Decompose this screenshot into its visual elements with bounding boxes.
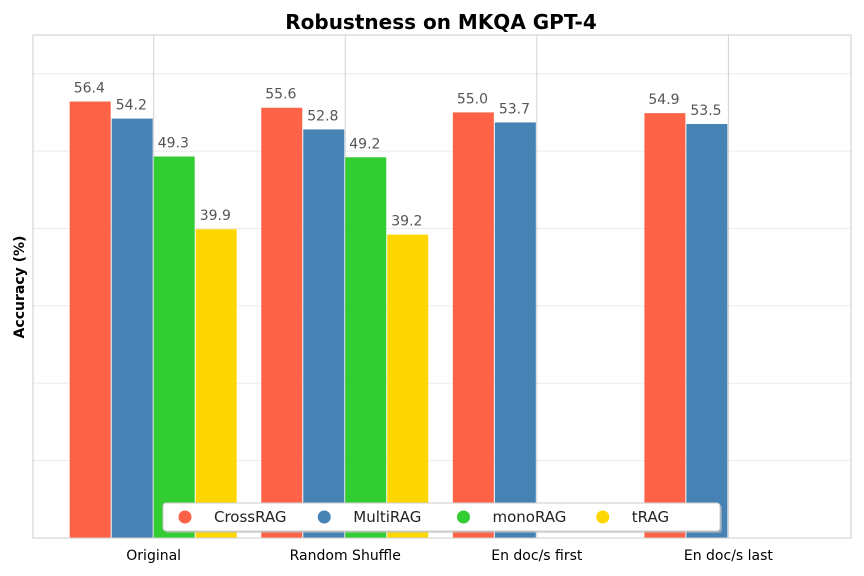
- bar-multirag-1: [303, 129, 345, 538]
- data-label: 54.2: [116, 98, 147, 114]
- bars: [69, 101, 728, 539]
- bar-trag-0: [195, 229, 237, 538]
- data-label: 55.0: [457, 91, 488, 107]
- legend-marker-multirag: [317, 510, 331, 524]
- data-label: 49.2: [349, 136, 380, 152]
- bar-crossrag-1: [261, 107, 303, 538]
- bar-multirag-3: [686, 123, 728, 538]
- x-tick-labels: Original Random Shuffle En doc/s first En d…: [126, 548, 773, 564]
- legend: CrossRAG MultiRAG monoRAG tRAG: [162, 502, 722, 533]
- legend-label: tRAG: [632, 508, 669, 526]
- bar-crossrag-0: [69, 101, 111, 538]
- x-tick-label: Original: [126, 548, 181, 564]
- legend-marker-crossrag: [178, 510, 192, 524]
- data-label: 49.3: [158, 135, 189, 151]
- legend-label: MultiRAG: [353, 508, 421, 526]
- bar-multirag-2: [494, 122, 536, 539]
- legend-box: [162, 502, 721, 532]
- x-tick-label: Random Shuffle: [290, 548, 401, 564]
- legend-label: CrossRAG: [214, 508, 287, 526]
- plot-frame: [32, 34, 852, 539]
- legend-marker-trag: [596, 510, 610, 524]
- bar-trag-1: [387, 234, 429, 538]
- data-label: 53.7: [499, 101, 530, 117]
- data-label: 39.2: [391, 214, 422, 230]
- bar-monorag-1: [345, 157, 387, 538]
- bar-monorag-0: [153, 156, 195, 539]
- chart-title: Robustness on MKQA GPT-4: [285, 10, 597, 34]
- data-label: 39.9: [200, 208, 231, 224]
- data-label: 52.8: [307, 108, 338, 124]
- data-label: 54.9: [648, 92, 679, 108]
- data-label: 53.5: [690, 103, 721, 119]
- bar-crossrag-3: [644, 113, 686, 539]
- legend-label: monoRAG: [493, 508, 567, 526]
- legend-marker-monorag: [457, 510, 470, 524]
- y-axis-label: Accuracy (%): [12, 236, 28, 339]
- data-label: 56.4: [74, 81, 105, 97]
- x-tick-label: En doc/s first: [491, 548, 583, 564]
- x-tick-label: En doc/s last: [684, 548, 774, 564]
- data-labels: 56.4 55.6 55.0 54.9 54.2 52.8 53.7 53.5 49.3 49.2…: [74, 81, 722, 230]
- bar-crossrag-2: [452, 112, 494, 538]
- data-label: 55.6: [265, 87, 296, 103]
- bar-multirag-0: [111, 118, 153, 539]
